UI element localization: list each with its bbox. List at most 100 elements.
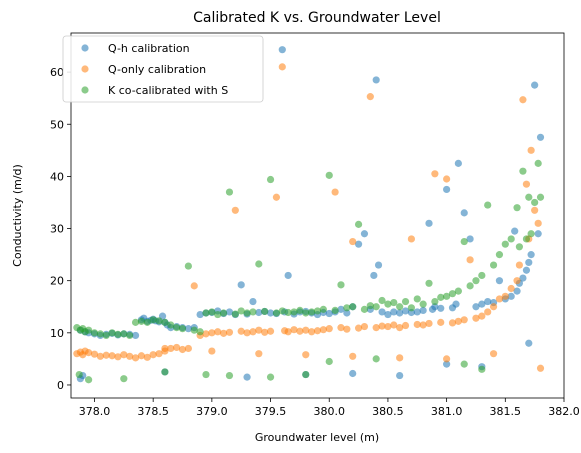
scatter-point-s2-72: [484, 201, 492, 209]
scatter-point-s1-68: [454, 317, 462, 325]
scatter-point-s1-11: [126, 352, 134, 360]
scatter-point-s0-56: [360, 230, 369, 238]
scatter-point-s1-49: [343, 325, 351, 333]
y-tick-label-2: 20: [50, 275, 64, 288]
scatter-point-s1-78: [513, 277, 521, 285]
x-tick-label-5: 380.5: [372, 405, 404, 418]
scatter-point-s1-57: [390, 321, 398, 329]
scatter-point-s2-38: [284, 308, 292, 317]
x-tick-label-3: 379.5: [255, 405, 287, 418]
scatter-point-s2-96: [460, 360, 468, 368]
scatter-point-s2-12: [131, 318, 140, 326]
y-axis: 0 10 20 30 40 50 60: [50, 66, 71, 392]
scatter-point-s1-35: [266, 327, 275, 335]
scatter-point-s1-12: [131, 354, 140, 362]
scatter-point-s0-64: [396, 309, 404, 317]
legend-marker-1: [81, 65, 89, 73]
scatter-point-s1-44: [313, 327, 322, 335]
scatter-point-s1-48: [337, 324, 345, 332]
scatter-point-s1-86: [536, 364, 545, 372]
scatter-point-s1-66: [443, 175, 451, 183]
scatter-point-s0-43: [284, 271, 292, 280]
scatter-point-s0-69: [425, 219, 433, 227]
scatter-point-s1-42: [302, 326, 310, 334]
scatter-point-s2-49: [349, 303, 357, 311]
scatter-point-s2-9: [114, 330, 122, 338]
scatter-point-s2-13: [137, 317, 146, 325]
scatter-point-s0-68: [419, 306, 427, 314]
scatter-point-s0-89: [519, 274, 527, 282]
scatter-point-s2-4: [85, 326, 93, 334]
scatter-point-s1-27: [220, 329, 228, 337]
scatter-point-s2-89: [161, 368, 169, 376]
scatter-point-s2-71: [478, 271, 486, 280]
scatter-point-s1-93: [443, 355, 451, 363]
scatter-point-s0-102: [443, 360, 451, 368]
y-tick-label-3: 30: [50, 223, 64, 236]
scatter-point-s0-85: [507, 292, 515, 300]
scatter-point-s2-7: [102, 331, 110, 340]
scatter-point-s2-60: [413, 295, 421, 303]
scatter-point-s2-88: [120, 375, 128, 383]
scatter-point-s1-41: [296, 327, 304, 335]
scatter-point-s2-62: [425, 279, 433, 287]
legend-label-2: K co-calibrated with S: [108, 84, 228, 97]
scatter-point-s0-39: [266, 309, 275, 317]
scatter-point-s2-40: [296, 306, 304, 314]
scatter-point-s1-7: [102, 351, 110, 359]
scatter-point-s2-20: [178, 325, 187, 333]
scatter-point-s0-53: [343, 309, 351, 317]
scatter-point-s0-52: [337, 305, 345, 313]
scatter-point-s1-54: [372, 324, 380, 332]
scatter-point-s1-64: [431, 170, 439, 178]
x-axis-label: Groundwater level (m): [255, 431, 379, 444]
scatter-point-s1-51: [354, 324, 363, 332]
scatter-point-s0-36: [249, 297, 257, 306]
scatter-point-s2-59: [407, 304, 415, 312]
scatter-point-s2-6: [96, 330, 104, 338]
scatter-point-s2-29: [231, 310, 239, 318]
legend-label-1: Q-only calibration: [108, 63, 206, 76]
scatter-point-s0-65: [401, 307, 410, 315]
scatter-point-s2-36: [272, 309, 281, 317]
scatter-point-s0-58: [370, 271, 378, 280]
scatter-point-s2-47: [337, 281, 345, 289]
scatter-point-s2-56: [390, 298, 398, 307]
scatter-point-s1-52: [360, 322, 369, 331]
scatter-point-s2-67: [454, 287, 462, 295]
scatter-point-s2-91: [225, 371, 234, 380]
scatter-point-s2-17: [161, 318, 169, 326]
scatter-point-s2-61: [419, 300, 427, 308]
scatter-point-s2-31: [243, 309, 251, 317]
scatter-point-s2-81: [525, 193, 533, 201]
scatter-point-s1-79: [515, 261, 524, 269]
scatter-point-s0-79: [472, 303, 480, 311]
y-tick-label-5: 50: [50, 118, 64, 131]
scatter-point-s1-69: [460, 316, 468, 324]
scatter-point-s0-104: [525, 339, 533, 347]
scatter-point-s0-95: [536, 133, 545, 141]
scatter-point-s2-69: [466, 282, 474, 290]
scatter-point-s2-70: [472, 277, 480, 285]
y-tick-label-4: 40: [50, 170, 64, 183]
scatter-point-s1-56: [384, 322, 392, 331]
scatter-point-s1-18: [167, 344, 175, 353]
x-tick-label-7: 381.5: [490, 405, 522, 418]
plot-frame: [70, 32, 565, 399]
scatter-point-s1-34: [261, 328, 269, 336]
scatter-point-s2-14: [143, 318, 151, 326]
scatter-point-s0-71: [431, 303, 439, 311]
scatter-point-s2-42: [308, 308, 316, 316]
scatter-point-s1-15: [149, 351, 157, 359]
scatter-point-s1-28: [225, 328, 234, 336]
scatter-point-s1-73: [484, 308, 492, 316]
scatter-point-s2-78: [515, 243, 524, 251]
scatter-point-s1-33: [255, 326, 263, 334]
scatter-point-s2-33: [255, 260, 263, 268]
scatter-point-s1-88: [208, 347, 216, 355]
y-axis-label: Conductivity (m/d): [11, 164, 24, 267]
scatter-point-s2-22: [190, 326, 198, 334]
scatter-point-s0-77: [460, 209, 468, 217]
x-tick-label-8: 382.0: [548, 405, 580, 418]
scatter-point-s0-98: [243, 373, 251, 381]
